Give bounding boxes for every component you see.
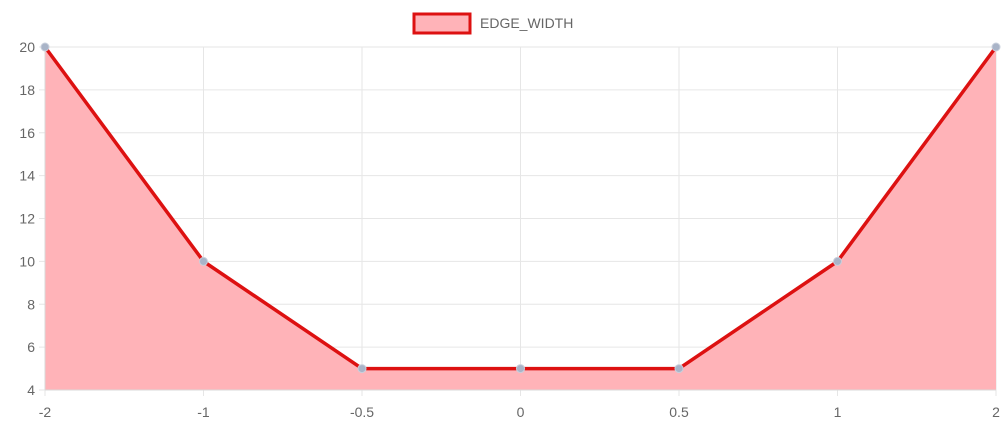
y-tick-label: 10	[19, 253, 35, 269]
data-point[interactable]	[516, 364, 525, 374]
data-point[interactable]	[991, 42, 1001, 52]
x-tick-label: -2	[39, 404, 52, 420]
data-point[interactable]	[357, 364, 367, 374]
series-area-fill	[45, 47, 996, 390]
data-point[interactable]	[199, 256, 208, 266]
x-tick-label: -0.5	[350, 404, 374, 420]
series-area	[45, 47, 996, 390]
y-tick-label: 4	[27, 382, 35, 398]
x-tick-label: -1	[197, 404, 210, 420]
y-tick-label: 6	[27, 339, 35, 355]
x-tick-label: 0.5	[669, 404, 689, 420]
data-point[interactable]	[674, 364, 684, 374]
y-tick-label: 14	[19, 168, 35, 184]
x-tick-label: 1	[834, 404, 842, 420]
x-tick-label: 0	[517, 404, 525, 420]
y-tick-label: 12	[19, 211, 35, 227]
y-tick-label: 18	[19, 82, 35, 98]
legend-swatch[interactable]	[412, 12, 472, 35]
y-tick-label: 8	[27, 296, 35, 312]
data-point[interactable]	[40, 42, 50, 52]
x-tick-label: 2	[992, 404, 1000, 420]
legend[interactable]: EDGE_WIDTH	[412, 12, 573, 35]
series-points	[40, 42, 1001, 374]
legend-label[interactable]: EDGE_WIDTH	[480, 15, 573, 31]
y-tick-label: 20	[19, 39, 35, 55]
y-tick-label: 16	[19, 125, 35, 141]
data-point[interactable]	[833, 256, 842, 266]
axes	[44, 47, 996, 391]
